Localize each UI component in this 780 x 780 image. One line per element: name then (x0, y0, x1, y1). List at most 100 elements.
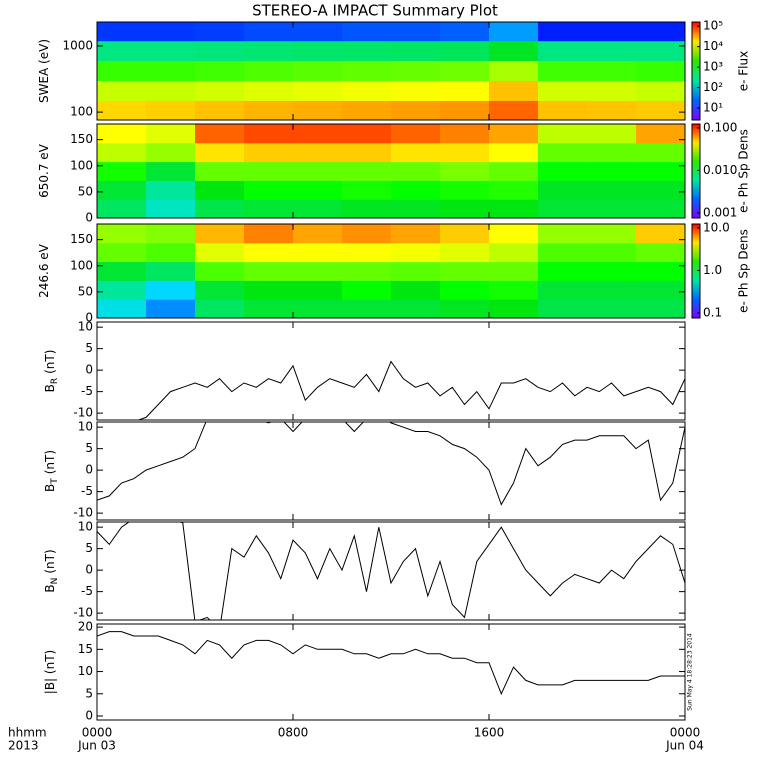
cell (244, 161, 294, 181)
cell (391, 60, 441, 82)
cell (440, 60, 490, 82)
cell (636, 242, 685, 263)
panel-frame (96, 321, 686, 421)
cell (293, 80, 343, 101)
cell (195, 142, 245, 163)
cell (440, 80, 490, 101)
cell (440, 22, 490, 42)
cell (342, 124, 392, 144)
cell (146, 40, 196, 62)
x-row-label: hhmm (8, 726, 47, 740)
cell (587, 199, 637, 218)
colorbar-tick-label: 10⁵ (703, 19, 723, 33)
cell (440, 124, 490, 144)
y-label-text: B (43, 384, 57, 392)
y-label-sub: N (50, 578, 60, 585)
cell (440, 199, 490, 218)
y-axis-label: 650.7 eV (37, 143, 51, 198)
y-label-text: B (43, 584, 57, 592)
cell (342, 22, 392, 42)
colorbar-tick-label: 10³ (703, 60, 723, 74)
cell (489, 299, 539, 318)
cell (342, 299, 392, 318)
cell (391, 180, 441, 200)
cell (97, 22, 147, 42)
y-tick-label: 0 (85, 709, 93, 723)
y-tick-label: 0 (85, 563, 93, 577)
cell (342, 280, 392, 300)
cell (97, 242, 147, 263)
spectrogram (97, 124, 685, 218)
cell (489, 124, 539, 144)
y-label-text: 650.7 eV (37, 143, 51, 198)
cell (587, 80, 637, 101)
cell (587, 299, 637, 318)
cell (146, 299, 196, 318)
cell (195, 280, 245, 300)
colorbar-tick-label: 0.100 (703, 120, 737, 134)
cell (342, 100, 392, 120)
colorbar-tick-label: 10⁴ (703, 39, 723, 53)
cell (97, 142, 147, 163)
panel-frame (96, 421, 686, 521)
cell (391, 299, 441, 318)
y-tick-label: 0 (85, 463, 93, 477)
cell (636, 224, 685, 244)
cell (195, 100, 245, 120)
y-tick-label: 1000 (62, 38, 93, 52)
y-tick-label: -10 (73, 606, 93, 620)
y-tick-label: -10 (73, 506, 93, 520)
cell (587, 242, 637, 263)
cell (244, 242, 294, 263)
colorbar-tick-label: 0.001 (703, 205, 737, 219)
cell (636, 199, 685, 218)
cell (636, 124, 685, 144)
cell (391, 142, 441, 163)
y-label-sub: T (50, 478, 60, 485)
cell (489, 60, 539, 82)
y-tick-label: 5 (85, 341, 93, 355)
y-tick-label: 10 (78, 664, 93, 678)
cell (342, 199, 392, 218)
cell (440, 299, 490, 318)
cell (636, 161, 685, 181)
y-tick-label: 150 (70, 132, 93, 146)
y-tick-label: 15 (78, 642, 93, 656)
cell (293, 100, 343, 120)
cell (587, 180, 637, 200)
y-tick-label: 0 (85, 363, 93, 377)
cell (587, 280, 637, 300)
cell (293, 261, 343, 281)
y-label-unit: (nT) (43, 350, 57, 374)
y-axis-label: 246.6 eV (37, 243, 51, 298)
cell (293, 242, 343, 263)
line (97, 522, 685, 620)
cell (391, 242, 441, 263)
y-tick-label: 100 (70, 105, 93, 119)
cell (342, 60, 392, 82)
panel-frame (96, 521, 686, 621)
cell (293, 124, 343, 144)
cell (244, 199, 294, 218)
cell (538, 224, 588, 244)
cell (391, 40, 441, 62)
cell (489, 161, 539, 181)
cell (440, 224, 490, 244)
y-tick-label: 50 (78, 284, 93, 298)
cell (195, 180, 245, 200)
colorbar-label: e- Flux (737, 51, 751, 91)
cell (538, 280, 588, 300)
y-axis-label: BT (nT) (43, 450, 60, 492)
cell (293, 40, 343, 62)
y-tick-label: 0 (85, 211, 93, 225)
colorbar-label: e- Ph Sp Dens (737, 129, 751, 213)
y-tick-label: -5 (81, 384, 93, 398)
panel: -10 -5 0 5 10 BR (nT) (43, 320, 686, 421)
cell (244, 60, 294, 82)
cell (489, 224, 539, 244)
x-tick-label: 1600 (474, 726, 505, 740)
cell (97, 299, 147, 318)
cell (146, 60, 196, 82)
cell (538, 199, 588, 218)
cell (244, 40, 294, 62)
